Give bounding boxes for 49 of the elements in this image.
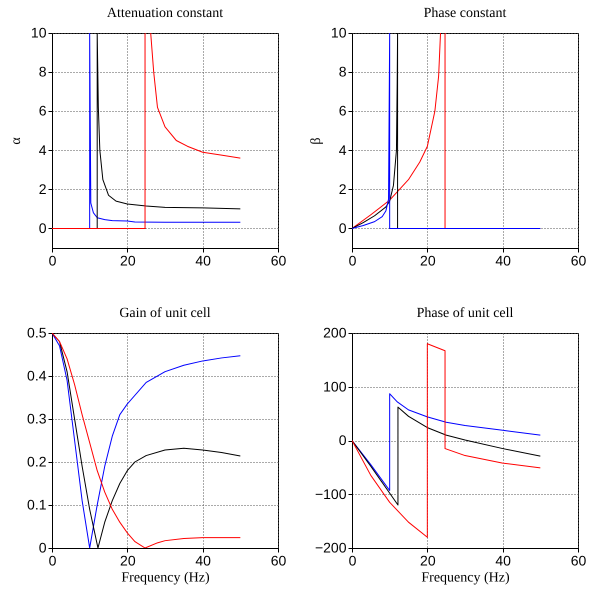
y-tick-label: 2 bbox=[38, 180, 47, 197]
chart-title: Attenuation constant bbox=[106, 6, 224, 21]
x-tick-label: 0 bbox=[48, 252, 57, 268]
y-tick-label: 0.2 bbox=[27, 454, 47, 470]
x-tick-label: 20 bbox=[420, 252, 436, 268]
line-series bbox=[352, 343, 541, 538]
x-axis-title: Frequency (Hz) bbox=[121, 570, 210, 586]
y-tick-label: 0.1 bbox=[27, 496, 47, 512]
y-axis-title: α bbox=[8, 136, 24, 145]
y-tick-label: −200 bbox=[314, 540, 347, 556]
x-tick-label: 60 bbox=[270, 252, 286, 268]
y-axis-title: β bbox=[308, 137, 324, 145]
x-tick-label: 0 bbox=[348, 552, 357, 568]
x-tick-label: 40 bbox=[195, 252, 212, 268]
y-tick-label: 0.4 bbox=[27, 368, 47, 384]
y-tick-label: 10 bbox=[30, 24, 47, 40]
chart-title: Phase constant bbox=[424, 6, 507, 21]
x-tick-label: 60 bbox=[570, 252, 586, 268]
y-tick-label: 2 bbox=[338, 180, 347, 197]
x-tick-label: 20 bbox=[420, 552, 436, 568]
y-tick-label: 0.3 bbox=[27, 410, 47, 426]
x-tick-label: 0 bbox=[48, 552, 57, 568]
chart-title: Phase of unit cell bbox=[416, 306, 514, 321]
x-tick-label: 0 bbox=[348, 252, 357, 268]
y-tick-label: 8 bbox=[338, 64, 347, 80]
y-tick-label: 200 bbox=[323, 324, 347, 340]
chart-title: Gain of unit cell bbox=[119, 306, 211, 321]
y-tick-label: 0 bbox=[38, 540, 47, 556]
y-tick-label: 4 bbox=[38, 142, 47, 158]
y-tick-label: 0 bbox=[338, 432, 347, 448]
y-tick-label: 8 bbox=[38, 64, 47, 80]
x-tick-label: 40 bbox=[495, 552, 512, 568]
y-tick-label: 10 bbox=[330, 24, 347, 40]
x-tick-label: 40 bbox=[195, 552, 212, 568]
x-tick-label: 40 bbox=[495, 252, 512, 268]
x-axis-title: Frequency (Hz) bbox=[421, 570, 510, 586]
y-tick-label: 0 bbox=[38, 220, 47, 236]
x-tick-label: 20 bbox=[120, 552, 136, 568]
y-tick-label: 6 bbox=[338, 102, 347, 119]
y-tick-label: 0 bbox=[338, 220, 347, 236]
x-tick-label: 60 bbox=[270, 552, 286, 568]
y-tick-label: 0.5 bbox=[27, 324, 47, 340]
y-tick-label: 4 bbox=[338, 142, 347, 158]
line-series bbox=[352, 393, 541, 491]
x-tick-label: 20 bbox=[120, 252, 136, 268]
y-tick-label: 100 bbox=[323, 378, 347, 394]
y-tick-label: −100 bbox=[314, 486, 347, 502]
x-tick-label: 60 bbox=[570, 552, 586, 568]
y-tick-label: 6 bbox=[38, 102, 47, 119]
